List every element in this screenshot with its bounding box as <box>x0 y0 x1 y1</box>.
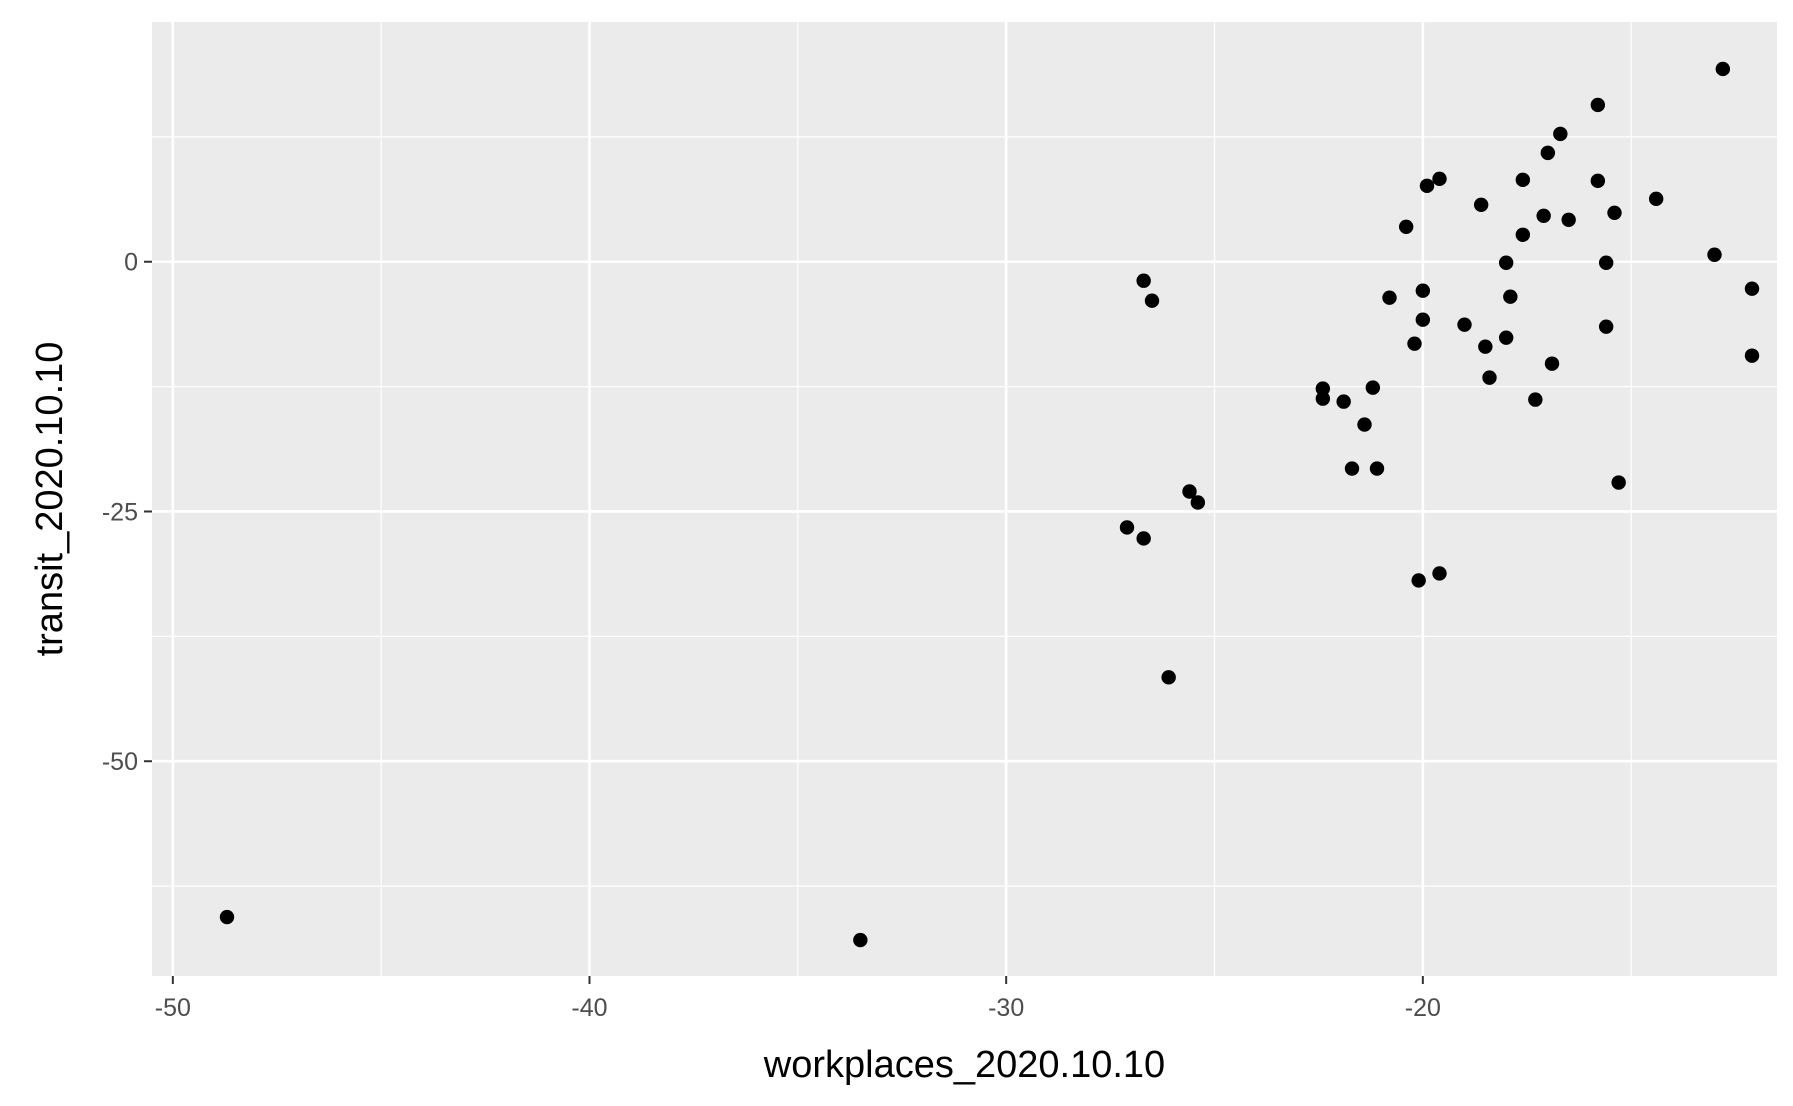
data-point <box>1136 273 1151 288</box>
data-point <box>1336 394 1351 409</box>
data-point <box>1540 145 1556 161</box>
y-tick-label: -50 <box>102 748 138 776</box>
data-point <box>1478 339 1493 354</box>
data-point <box>1144 293 1160 308</box>
data-point <box>1182 484 1197 499</box>
x-axis-title: workplaces_2020.10.10 <box>763 1044 1165 1086</box>
data-point <box>1707 247 1722 262</box>
y-axis-title: transit_2020.10.10 <box>29 342 71 657</box>
data-point <box>1553 126 1568 142</box>
data-point <box>1598 255 1614 270</box>
data-point <box>1544 356 1560 371</box>
data-point <box>1382 290 1397 305</box>
data-point <box>1315 381 1331 396</box>
x-tick-label: -30 <box>988 994 1024 1022</box>
data-point <box>1457 317 1472 332</box>
y-tick-label: -25 <box>102 498 138 526</box>
data-point <box>1498 255 1514 270</box>
data-point <box>1528 392 1543 407</box>
data-point <box>1415 312 1431 327</box>
data-point <box>1432 171 1447 187</box>
data-point <box>1415 283 1431 298</box>
x-tick-label: -50 <box>155 994 191 1022</box>
data-point <box>1590 97 1606 113</box>
grid-minor-lines <box>152 22 1777 976</box>
y-tick-label: 0 <box>124 249 138 277</box>
data-point <box>853 932 868 948</box>
data-point <box>1419 178 1435 194</box>
data-point <box>1136 531 1151 546</box>
data-point <box>1369 461 1385 476</box>
data-point <box>1598 319 1614 334</box>
data-point <box>1503 289 1518 304</box>
data-point <box>219 909 235 925</box>
data-point <box>1561 212 1576 227</box>
data-point <box>1473 197 1489 213</box>
data-point <box>1411 573 1426 588</box>
data-point <box>1715 61 1731 77</box>
data-point <box>1407 336 1422 351</box>
x-axis: -50 -40 -30 -20 <box>155 976 1441 1022</box>
data-point <box>1648 191 1664 207</box>
y-axis: 0 -25 -50 <box>102 249 152 776</box>
data-point <box>1315 391 1331 406</box>
data-point <box>1432 566 1447 581</box>
data-point <box>1611 475 1626 490</box>
data-point <box>1515 227 1531 242</box>
data-point <box>1365 380 1381 395</box>
data-point <box>1190 495 1206 510</box>
x-tick-label: -20 <box>1405 994 1441 1022</box>
data-point <box>1119 520 1135 535</box>
plot-panel <box>152 22 1777 976</box>
x-tick-label: -40 <box>571 994 607 1022</box>
data-point <box>1590 173 1606 189</box>
data-point <box>1398 219 1414 234</box>
data-point <box>1498 330 1514 345</box>
data-point <box>1482 370 1497 385</box>
data-point <box>1161 670 1176 685</box>
data-point <box>1607 205 1622 220</box>
data-point <box>1536 208 1551 223</box>
data-point <box>1357 417 1372 432</box>
data-point <box>1344 461 1360 476</box>
data-point <box>1744 348 1760 363</box>
data-point <box>1515 172 1531 188</box>
data-points <box>219 61 1760 948</box>
data-point <box>1744 281 1760 296</box>
